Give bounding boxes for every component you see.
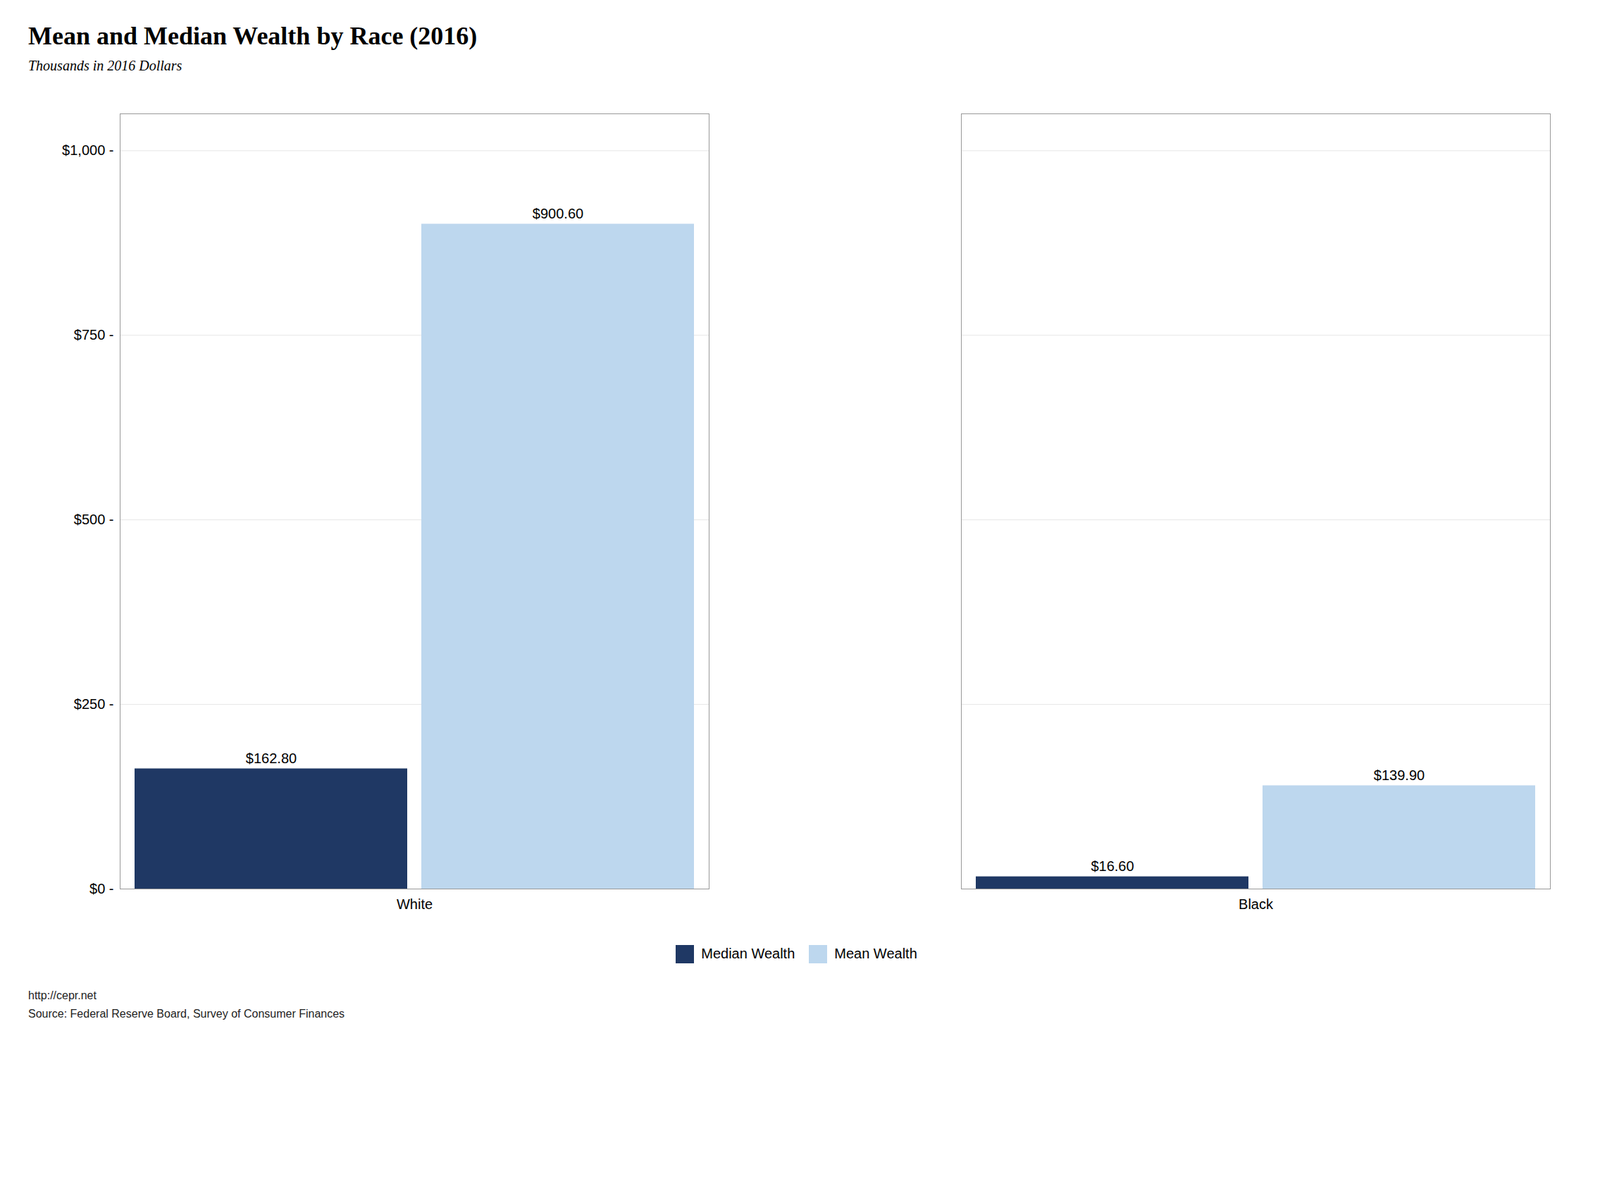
svg-text:$162.80: $162.80 — [245, 750, 297, 766]
svg-text:$16.60: $16.60 — [1090, 858, 1134, 874]
html-text:Source: Federal Reserve Board,: Source: Federal Reserve Board, Survey of… — [28, 1007, 345, 1020]
svg-text:$250 -: $250 - — [73, 696, 115, 712]
svg-text:$500 -: $500 - — [73, 511, 115, 527]
html-text:Median Wealth: Median Wealth — [701, 945, 795, 961]
html-text:Mean and Median Wealth by Race: Mean and Median Wealth by Race (2016) — [28, 21, 478, 51]
html-text:http://cepr.net: http://cepr.net — [28, 989, 97, 1002]
svg-text:$1,000 -: $1,000 - — [61, 142, 114, 158]
html-text:Mean Wealth: Mean Wealth — [834, 945, 918, 961]
svg-text:$750 -: $750 - — [73, 326, 115, 343]
svg-text:White: White — [396, 896, 433, 912]
html-text:Thousands in 2016 Dollars: Thousands in 2016 Dollars — [28, 57, 183, 74]
svg-text:Black: Black — [1238, 896, 1274, 912]
svg-text:$139.90: $139.90 — [1373, 767, 1425, 783]
svg-text:$900.60: $900.60 — [532, 205, 584, 222]
svg-text:$0 -: $0 - — [89, 880, 114, 897]
